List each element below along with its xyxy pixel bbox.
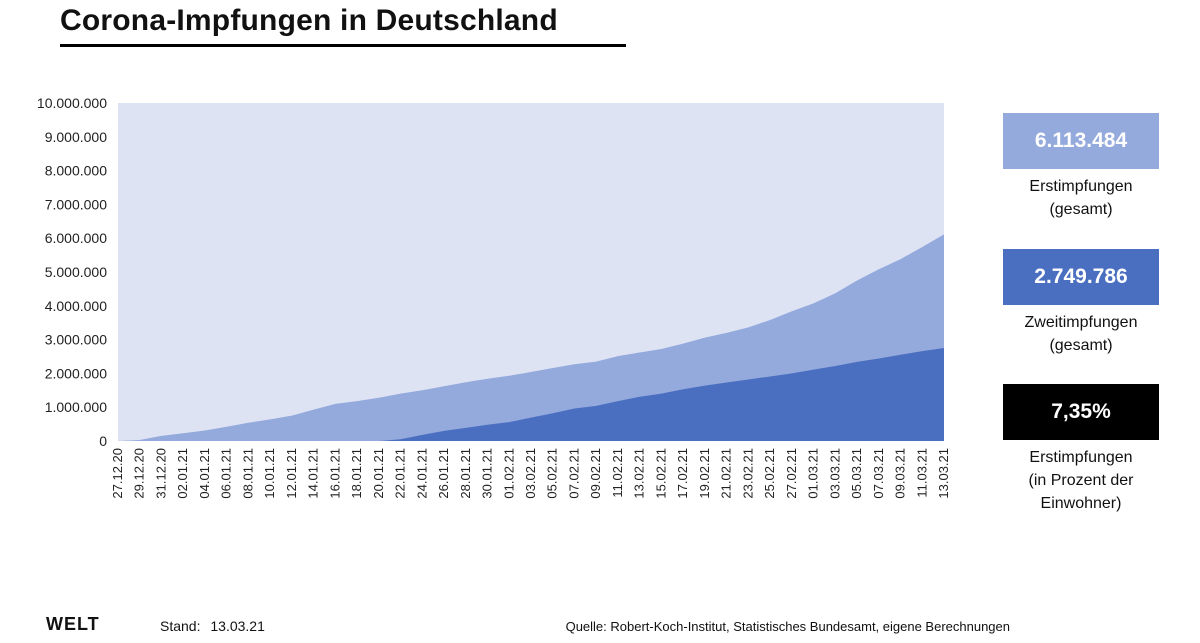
stat-label-line: Zweitimpfungen [1024, 314, 1138, 331]
footer-source: Quelle: Robert-Koch-Institut, Statistisc… [565, 619, 1010, 634]
stat-label-line: (in Prozent der [1028, 472, 1134, 489]
x-tick-label: 24.01.21 [414, 448, 429, 499]
x-tick-label: 27.12.20 [110, 448, 125, 499]
x-tick-label: 22.01.21 [393, 448, 408, 499]
y-tick-label: 4.000.000 [45, 298, 107, 314]
x-tick-label: 19.02.21 [697, 448, 712, 499]
stand-date: 13.03.21 [210, 618, 265, 634]
x-tick-label: 17.02.21 [675, 448, 690, 499]
y-tick-label: 0 [99, 433, 107, 449]
x-tick-label: 16.01.21 [327, 448, 342, 499]
x-tick-label: 26.01.21 [436, 448, 451, 499]
x-tick-label: 11.03.21 [914, 448, 929, 498]
x-tick-label: 27.02.21 [784, 448, 799, 499]
y-tick-label: 2.000.000 [45, 365, 107, 381]
y-tick-label: 10.000.000 [37, 95, 107, 111]
page-title: Corona-Impfungen in Deutschland [60, 4, 626, 47]
x-tick-label: 15.02.21 [653, 448, 668, 499]
x-tick-label: 05.03.21 [849, 448, 864, 499]
stat-label-line: (gesamt) [1049, 201, 1113, 218]
x-tick-label: 13.02.21 [632, 448, 647, 499]
stat-value: 6.113.484 [1034, 129, 1128, 152]
x-tick-label: 30.01.21 [480, 448, 495, 499]
stat-label-line: Erstimpfungen [1029, 449, 1133, 466]
x-tick-label: 25.02.21 [762, 448, 777, 499]
stat-erstimpfungen: 6.113.484 Erstimpfungen (gesamt) [1003, 113, 1159, 221]
stat-value-box: 2.749.786 [1003, 249, 1159, 305]
x-tick-label: 31.12.20 [154, 448, 169, 499]
x-tick-label: 23.02.21 [740, 448, 755, 499]
x-tick-label: 10.01.21 [262, 448, 277, 499]
y-tick-label: 6.000.000 [45, 230, 107, 246]
x-tick-label: 01.03.21 [806, 448, 821, 499]
x-tick-label: 12.01.21 [284, 448, 299, 499]
stand-label: Stand: [160, 618, 201, 634]
x-tick-label: 04.01.21 [197, 448, 212, 499]
x-tick-label: 01.02.21 [501, 448, 516, 499]
x-tick-label: 29.12.20 [132, 448, 147, 499]
y-tick-label: 8.000.000 [45, 163, 107, 179]
x-tick-label: 08.01.21 [240, 448, 255, 499]
stat-value-box: 7,35% [1003, 384, 1159, 440]
stat-value: 2.749.786 [1034, 265, 1128, 288]
y-tick-label: 7.000.000 [45, 196, 107, 212]
stat-label: Zweitimpfungen (gesamt) [1003, 311, 1159, 357]
stat-label-line: Einwohner) [1040, 495, 1122, 512]
stat-erstimpfungen-prozent: 7,35% Erstimpfungen (in Prozent der Einw… [1003, 384, 1159, 515]
x-tick-label: 03.02.21 [523, 448, 538, 499]
x-tick-label: 18.01.21 [349, 448, 364, 499]
stat-value: 7,35% [1051, 400, 1111, 423]
x-tick-label: 20.01.21 [371, 448, 386, 499]
x-tick-label: 02.01.21 [175, 448, 190, 499]
y-tick-label: 3.000.000 [45, 332, 107, 348]
x-tick-label: 11.02.21 [610, 448, 625, 498]
x-tick-label: 05.02.21 [545, 448, 560, 499]
stat-label: Erstimpfungen (in Prozent der Einwohner) [1003, 446, 1159, 515]
x-tick-label: 09.03.21 [893, 448, 908, 499]
stat-value-box: 6.113.484 [1003, 113, 1159, 169]
area-series-2 [118, 348, 944, 441]
x-tick-label: 21.02.21 [719, 448, 734, 499]
x-tick-label: 13.03.21 [936, 448, 951, 499]
stat-label-line: Erstimpfungen [1029, 178, 1133, 195]
x-tick-label: 06.01.21 [219, 448, 234, 499]
y-tick-label: 9.000.000 [45, 129, 107, 145]
x-tick-label: 28.01.21 [458, 448, 473, 499]
stat-label-line: (gesamt) [1049, 337, 1113, 354]
y-tick-label: 1.000.000 [45, 399, 107, 415]
stat-zweitimpfungen: 2.749.786 Zweitimpfungen (gesamt) [1003, 249, 1159, 357]
x-tick-label: 03.03.21 [827, 448, 842, 499]
footer-stand: Stand: 13.03.21 [160, 618, 265, 634]
stat-label: Erstimpfungen (gesamt) [1003, 175, 1159, 221]
x-tick-label: 09.02.21 [588, 448, 603, 499]
y-tick-label: 5.000.000 [45, 264, 107, 280]
welt-logo: WELT [46, 614, 100, 634]
x-tick-label: 07.03.21 [871, 448, 886, 499]
x-tick-label: 07.02.21 [567, 448, 582, 499]
x-tick-label: 14.01.21 [306, 448, 321, 499]
